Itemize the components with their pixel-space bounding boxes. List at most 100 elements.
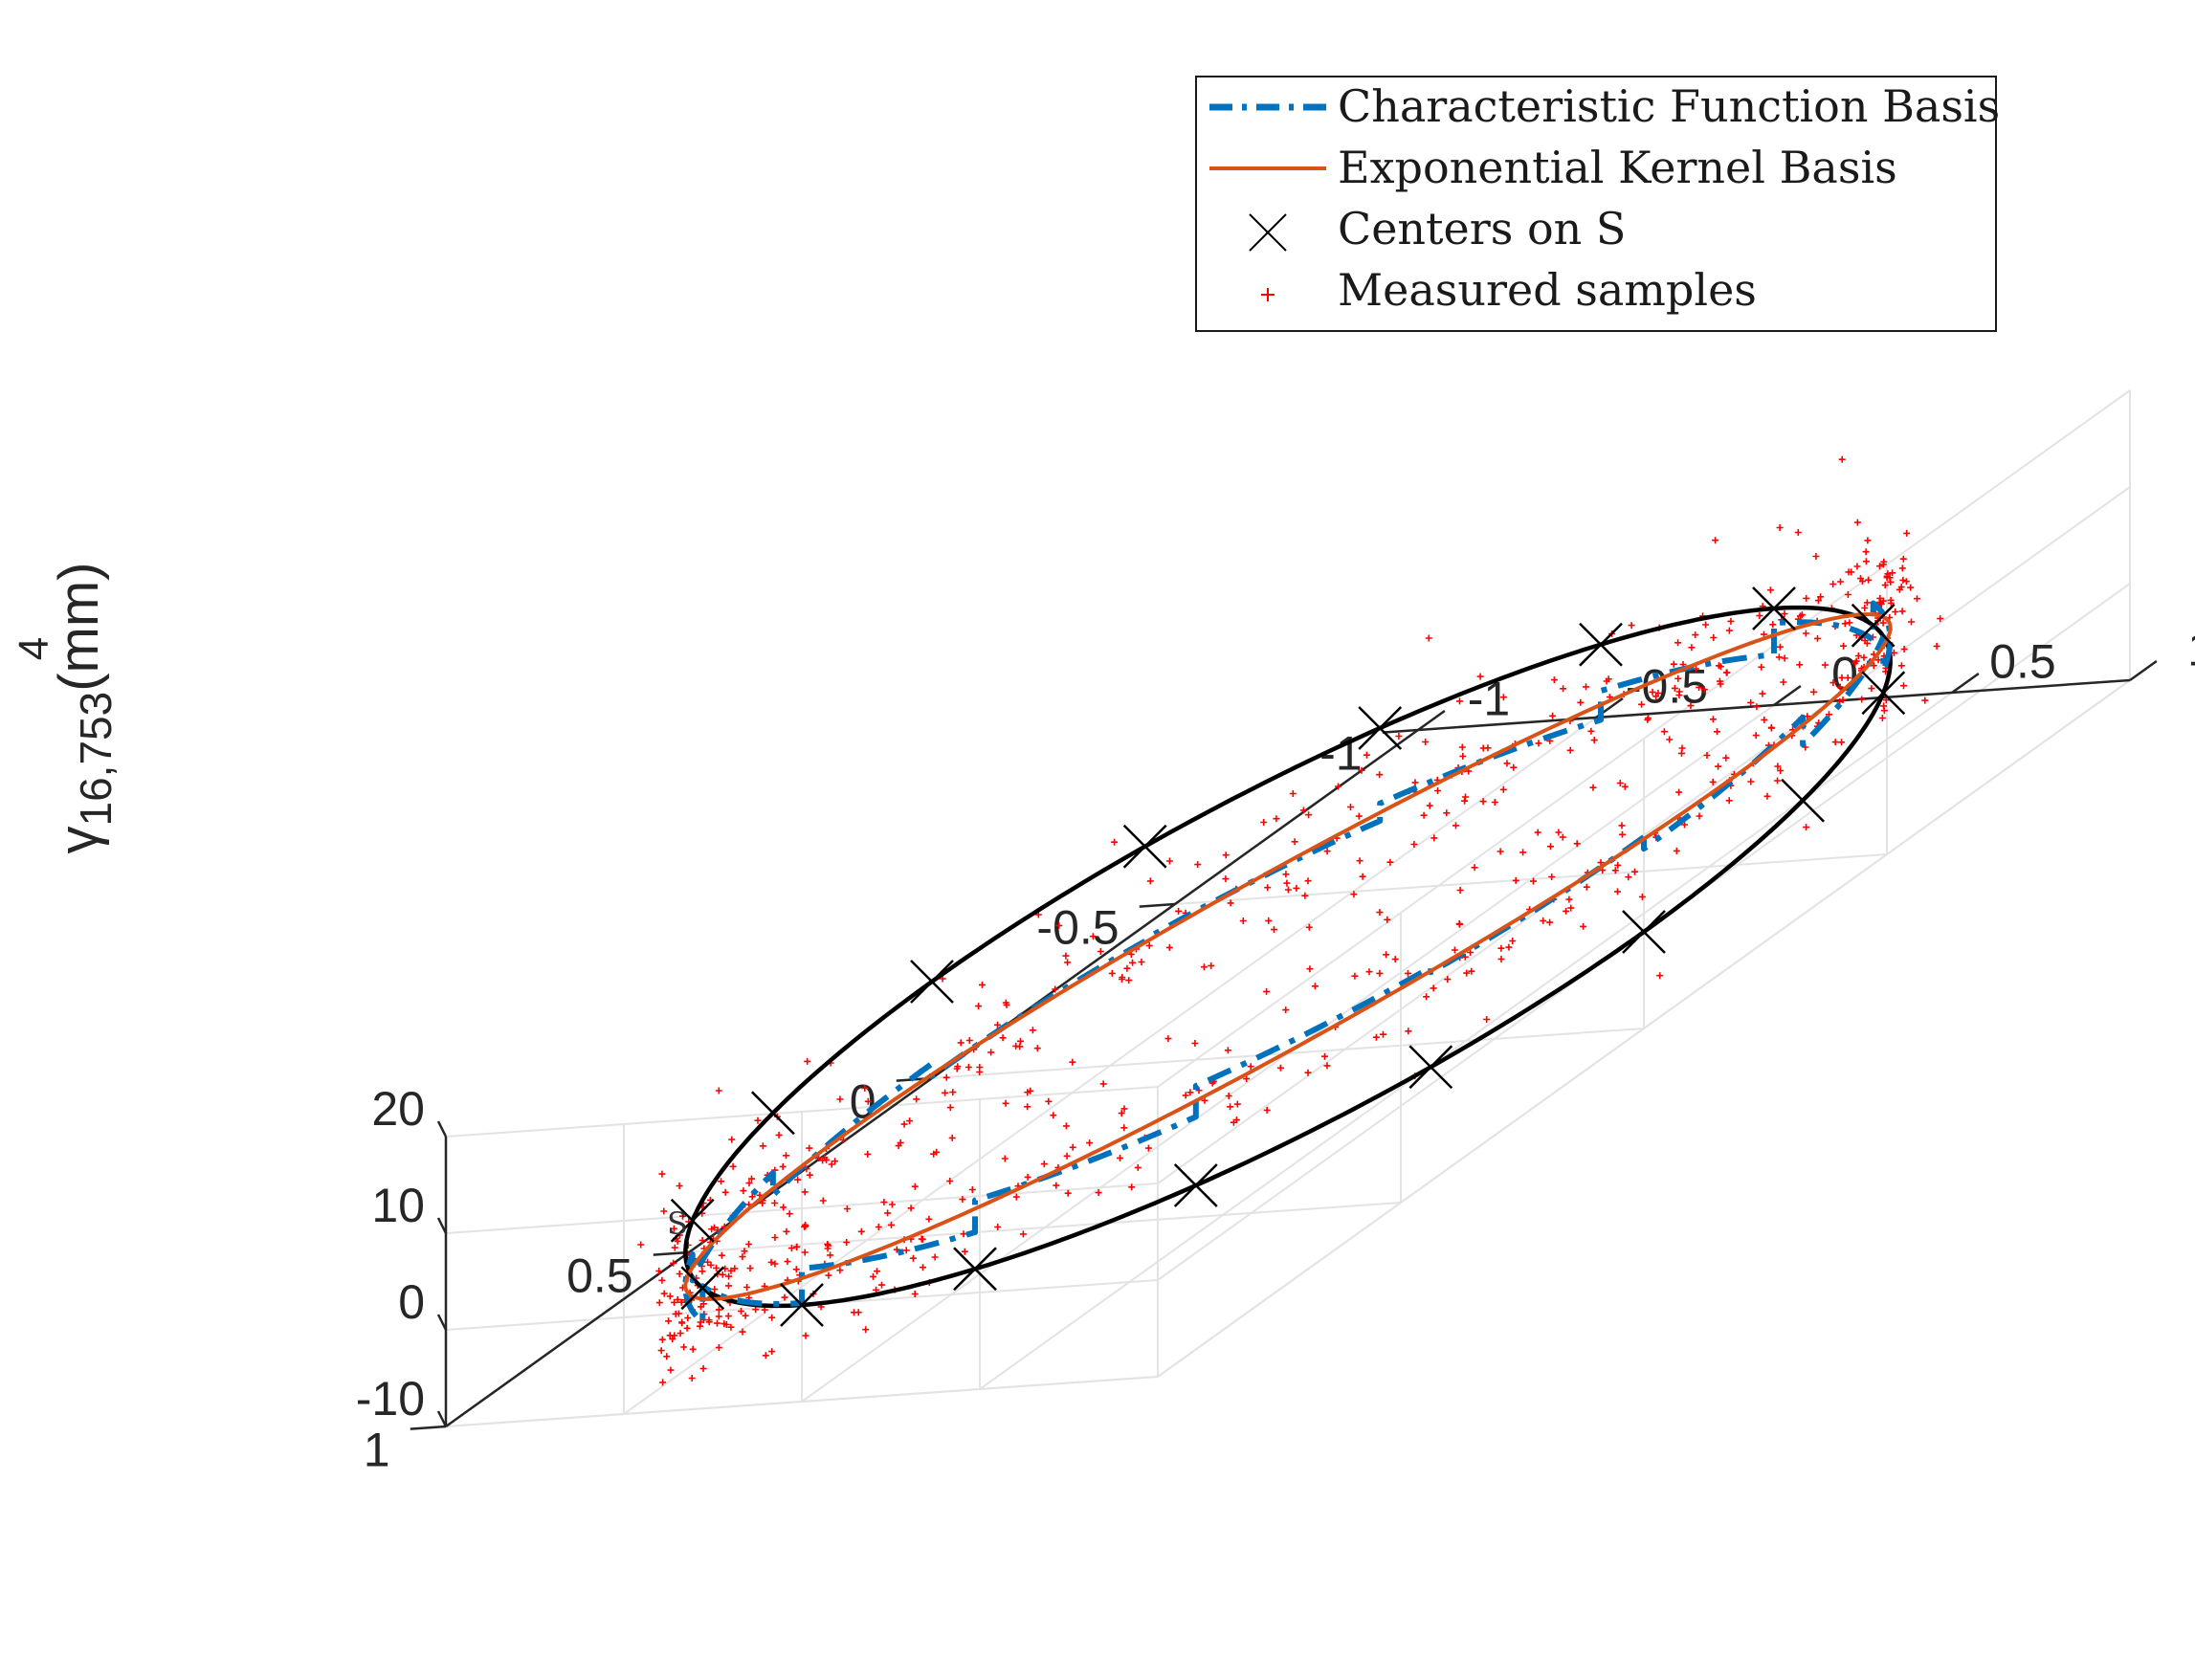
- measured-sample: [1774, 777, 1782, 785]
- measured-sample: [1862, 548, 1870, 556]
- measured-sample: [1654, 690, 1662, 696]
- measured-sample: [1878, 715, 1886, 721]
- measured-sample: [721, 1188, 729, 1196]
- measured-sample: [779, 1162, 787, 1170]
- measured-sample: [1781, 610, 1788, 618]
- measured-sample: [671, 1298, 678, 1306]
- measured-sample: [1902, 578, 1910, 586]
- measured-sample: [1284, 886, 1292, 894]
- measured-sample: [1273, 815, 1280, 823]
- measured-sample: [1289, 790, 1297, 797]
- measured-sample: [1097, 948, 1104, 955]
- measured-sample: [1854, 652, 1862, 659]
- measured-sample: [843, 1205, 851, 1212]
- measured-sample: [655, 1299, 663, 1307]
- measured-sample: [658, 1336, 666, 1343]
- measured-sample: [1365, 968, 1373, 976]
- measured-sample: [1225, 1093, 1232, 1099]
- y-tick-mark: [410, 1425, 447, 1430]
- measured-sample: [1165, 943, 1173, 951]
- measured-sample: [679, 1212, 686, 1220]
- measured-sample: [1099, 1080, 1107, 1088]
- measured-sample: [831, 1158, 839, 1165]
- measured-sample: [900, 1120, 908, 1128]
- measured-sample: [697, 1318, 704, 1326]
- measured-sample: [1395, 733, 1403, 740]
- measured-sample: [1293, 884, 1300, 892]
- measured-sample: [655, 1268, 663, 1274]
- measured-sample: [698, 1237, 706, 1244]
- series-curves: [682, 600, 1894, 1325]
- measured-sample: [1111, 838, 1119, 846]
- z-tick-label: 20: [371, 1082, 425, 1136]
- measured-sample: [1264, 884, 1272, 892]
- measured-sample: [718, 1251, 725, 1259]
- measured-sample: [670, 1225, 677, 1232]
- measured-sample: [1671, 684, 1678, 692]
- measured-sample: [715, 1087, 722, 1094]
- measured-sample: [1621, 783, 1629, 790]
- measured-sample: [699, 1364, 707, 1372]
- measured-sample: [1426, 802, 1433, 809]
- measured-sample: [1128, 1183, 1136, 1191]
- y-tick-mark: [653, 1250, 690, 1256]
- measured-sample: [1191, 1040, 1199, 1047]
- measured-sample: [1535, 740, 1542, 747]
- measured-sample: [1510, 763, 1518, 771]
- measured-sample: [1069, 1143, 1076, 1151]
- measured-sample: [1499, 694, 1507, 701]
- measured-sample: [1712, 537, 1719, 544]
- measured-sample: [637, 1241, 645, 1249]
- measured-sample: [976, 1069, 984, 1075]
- legend: Characteristic Function Basis Exponentia…: [1195, 76, 2000, 332]
- y-tick-label: 0.5: [566, 1249, 633, 1302]
- measured-sample: [768, 1314, 776, 1321]
- measured-sample: [1260, 819, 1268, 826]
- measured-sample: [801, 1188, 809, 1196]
- measured-sample: [667, 1366, 675, 1374]
- measured-sample: [1239, 917, 1247, 924]
- measured-sample: [806, 1171, 813, 1179]
- measured-sample: [946, 1104, 954, 1112]
- measured-sample: [715, 1344, 722, 1351]
- measured-sample: [1838, 739, 1845, 746]
- measured-sample: [1605, 675, 1612, 683]
- measured-sample: [1577, 698, 1585, 706]
- center-marker: [780, 1283, 824, 1327]
- measured-sample: [1263, 1106, 1271, 1114]
- measured-sample: [1512, 876, 1519, 884]
- measured-sample: [828, 1161, 835, 1168]
- measured-sample: [1674, 639, 1682, 647]
- measured-sample: [1305, 923, 1313, 931]
- measured-sample: [1675, 692, 1683, 699]
- measured-sample: [1709, 716, 1717, 723]
- measured-sample: [968, 1186, 976, 1193]
- measured-sample: [1227, 899, 1234, 907]
- measured-sample: [1291, 838, 1298, 846]
- measured-sample: [1838, 455, 1846, 463]
- measured-sample: [825, 1271, 832, 1279]
- measured-sample: [888, 1201, 896, 1208]
- measured-sample: [804, 1057, 811, 1065]
- measured-sample: [1883, 572, 1891, 580]
- measured-sample: [1864, 537, 1872, 544]
- measured-sample: [1887, 599, 1895, 607]
- measured-sample: [1758, 663, 1765, 671]
- measured-sample: [1761, 716, 1768, 723]
- measured-sample: [1840, 642, 1848, 650]
- legend-swatch-samples: [1261, 288, 1275, 301]
- measured-sample: [1391, 956, 1399, 963]
- measured-sample: [1688, 644, 1696, 652]
- measured-sample: [1305, 811, 1313, 819]
- measured-sample: [738, 1308, 744, 1315]
- measured-sample: [1853, 563, 1861, 570]
- measured-sample: [1590, 737, 1598, 744]
- measured-sample: [1812, 553, 1820, 560]
- measured-sample: [1467, 949, 1474, 956]
- x-tick-label: 0.5: [1989, 635, 2056, 689]
- measured-sample: [1858, 696, 1866, 703]
- measured-sample: [1540, 917, 1547, 924]
- measured-sample: [1839, 696, 1847, 704]
- measured-sample: [739, 1328, 746, 1336]
- measured-sample: [1546, 918, 1554, 926]
